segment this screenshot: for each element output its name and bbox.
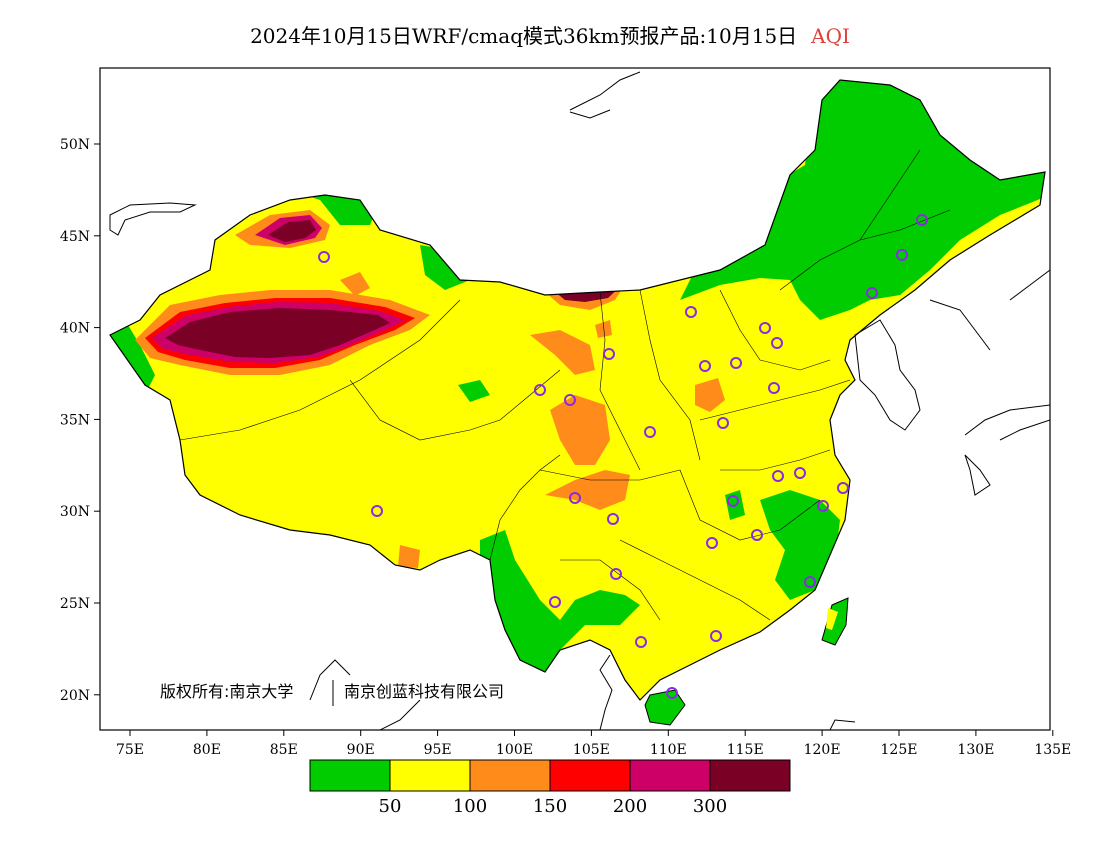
lat-tick-label: 40N	[60, 321, 90, 337]
city-marker	[699, 360, 711, 372]
lon-tick-label: 100E	[496, 742, 533, 758]
city-marker	[804, 576, 816, 588]
city-marker	[318, 251, 330, 263]
aqi-orange-ningxia	[530, 330, 595, 375]
map-frame	[99, 67, 1051, 731]
lon-tick-label: 80E	[193, 742, 221, 758]
taiwan-yellow-area	[826, 608, 838, 630]
city-marker	[549, 596, 561, 608]
lon-tick-label: 90E	[347, 742, 375, 758]
aqi-orange-tibet-south	[398, 545, 420, 568]
colorbar-swatch	[389, 759, 471, 792]
map-title: 2024年10月15日WRF/cmaq模式36km预报产品:10月15日 AQI	[0, 20, 1100, 49]
city-marker	[916, 214, 928, 226]
lon-tick-label: 110E	[650, 742, 687, 758]
city-marker	[727, 495, 739, 507]
lat-tick-label: 25N	[60, 596, 90, 612]
colorbar-swatch	[629, 759, 711, 792]
city-marker	[751, 529, 763, 541]
city-marker	[710, 630, 722, 642]
city-marker	[534, 384, 546, 396]
lon-tick-label: 85E	[270, 742, 298, 758]
lat-tick-label: 45N	[60, 229, 90, 245]
aqi-darkred-junggar	[268, 220, 316, 242]
variable-label: AQI	[811, 24, 850, 48]
china-border	[109, 79, 1046, 701]
aqi-orange-henan	[695, 378, 725, 412]
colorbar: 50 100 150 200 300	[309, 759, 791, 817]
latitude-axis: 50N 45N 40N 35N 30N 25N 20N	[60, 137, 100, 704]
lat-tick-label: 50N	[60, 137, 90, 153]
city-marker	[896, 249, 908, 261]
colorbar-label: 300	[693, 796, 727, 817]
lat-tick-label: 30N	[60, 504, 90, 520]
city-marker	[768, 382, 780, 394]
lon-tick-label: 105E	[573, 742, 610, 758]
colorbar-label: 200	[613, 796, 647, 817]
colorbar-label: 100	[453, 796, 487, 817]
aqi-orange-small-patch	[595, 320, 612, 338]
aqi-darkred-taklimakan	[165, 308, 390, 358]
city-marker	[569, 492, 581, 504]
city-markers	[318, 214, 928, 699]
city-marker	[772, 470, 784, 482]
city-marker	[866, 287, 878, 299]
lon-tick-label: 75E	[116, 742, 144, 758]
city-marker	[564, 394, 576, 406]
colorbar-swatch	[469, 759, 551, 792]
neighbor-coastlines	[109, 71, 1050, 730]
lon-tick-label: 95E	[424, 742, 452, 758]
city-marker	[635, 636, 647, 648]
aqi-green-qinghai-patch	[458, 380, 490, 402]
city-marker	[666, 687, 678, 699]
lat-tick-label: 35N	[60, 412, 90, 428]
lon-tick-label: 125E	[881, 742, 918, 758]
lon-tick-label: 135E	[1034, 742, 1071, 758]
city-marker	[837, 482, 849, 494]
city-marker	[371, 505, 383, 517]
city-marker	[603, 348, 615, 360]
city-marker	[817, 500, 829, 512]
city-marker	[610, 568, 622, 580]
title-text: 2024年10月15日WRF/cmaq模式36km预报产品:10月15日	[250, 24, 798, 48]
province-borders	[179, 149, 951, 621]
aqi-orange-turpan	[340, 272, 370, 296]
colorbar-swatch	[549, 759, 631, 792]
aqi-green-north-patch	[420, 245, 470, 290]
aqi-green-southeast	[760, 490, 840, 600]
city-marker	[706, 537, 718, 549]
colorbar-label: 150	[533, 796, 567, 817]
city-marker	[685, 306, 697, 318]
taiwan-region	[821, 597, 849, 646]
lon-tick-label: 130E	[957, 742, 994, 758]
city-marker	[730, 357, 742, 369]
city-marker	[607, 513, 619, 525]
city-marker	[759, 322, 771, 334]
lon-tick-label: 115E	[727, 742, 764, 758]
colorbar-swatch	[309, 759, 391, 792]
copyright-right: 南京创蓝科技有限公司	[344, 682, 504, 701]
city-marker	[717, 417, 729, 429]
city-marker	[794, 467, 806, 479]
city-marker	[644, 426, 656, 438]
colorbar-label: 50	[379, 796, 402, 817]
lat-tick-label: 20N	[60, 688, 90, 704]
colorbar-swatch	[709, 759, 791, 792]
city-marker	[771, 337, 783, 349]
copyright-left: 版权所有:南京大学	[160, 682, 293, 701]
aqi-orange-sichuan-north	[550, 395, 610, 465]
lon-tick-label: 120E	[804, 742, 841, 758]
aqi-green-southwest	[480, 530, 640, 680]
longitude-axis: 75E 80E 85E 90E 95E 100E 105E 110E 115E 120E 125E 1…	[116, 730, 1071, 758]
